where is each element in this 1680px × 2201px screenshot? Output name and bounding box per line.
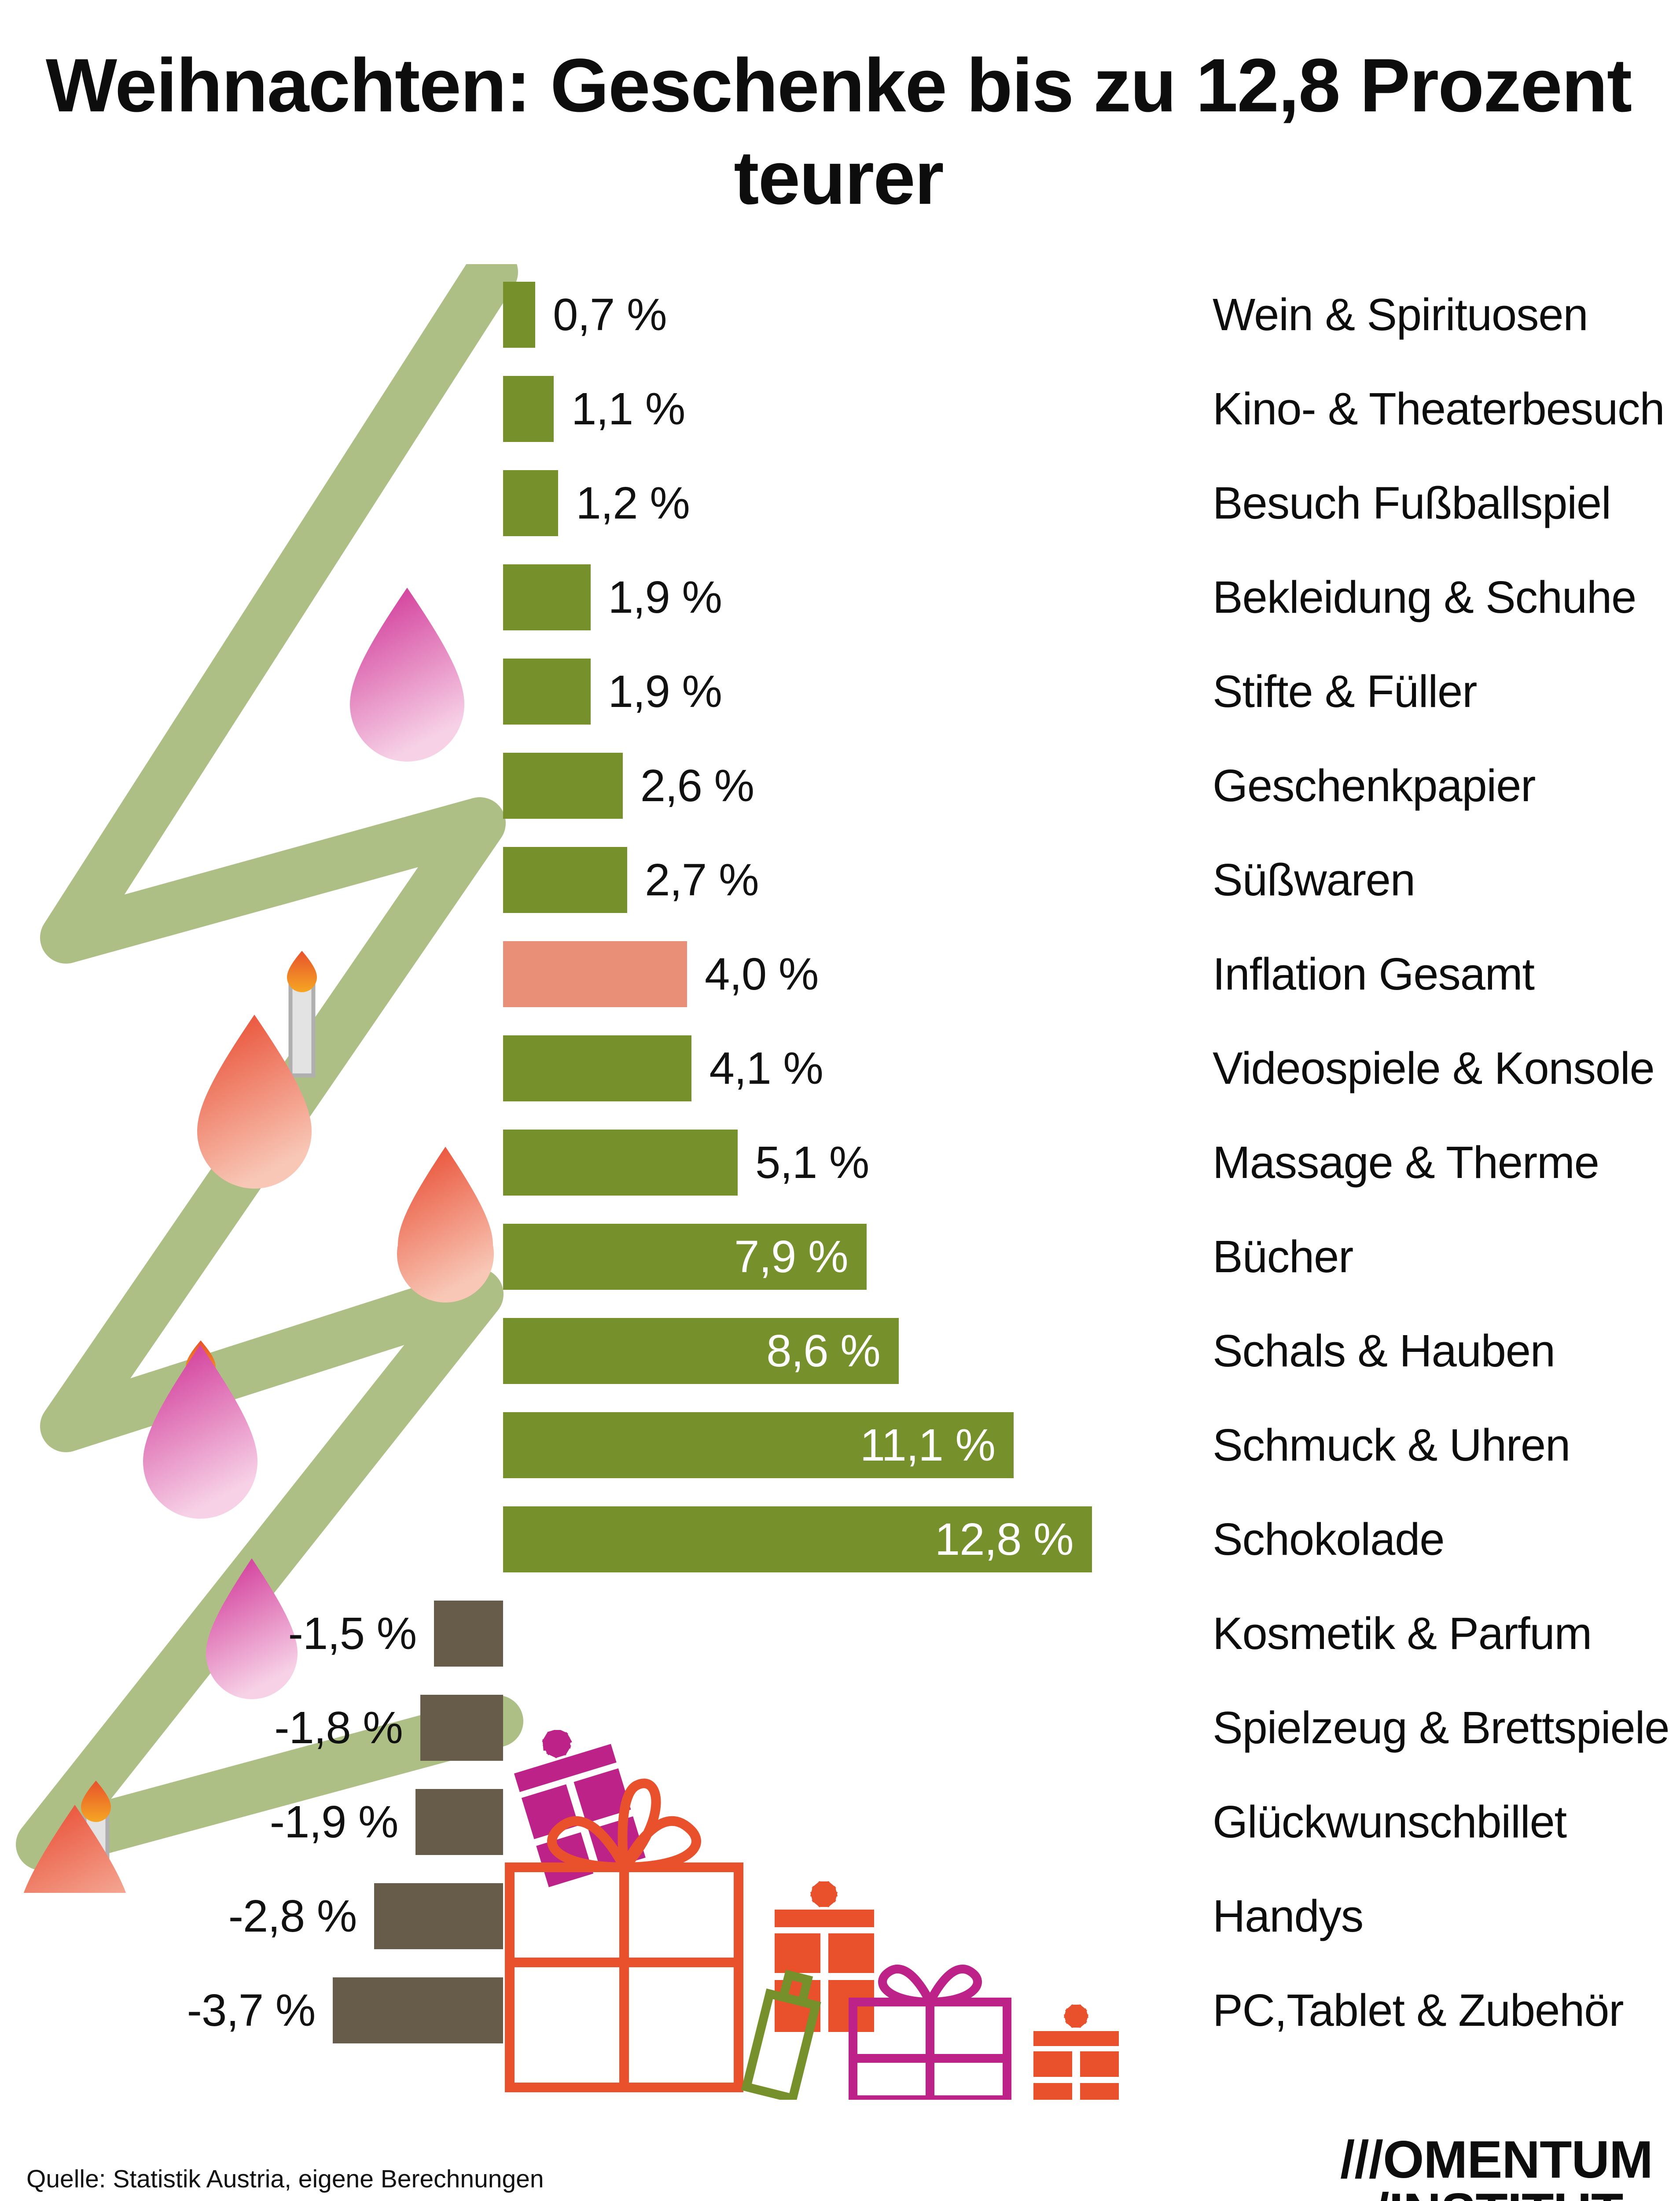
category-label: Schals & Hauben [1213, 1325, 1555, 1376]
bar-positive [503, 1412, 1014, 1478]
bar-value-label: 7,9 % [734, 1231, 848, 1282]
category-label: Spielzeug & Brettspiele [1213, 1702, 1670, 1753]
chart-row: 2,6 % Geschenkpapier [0, 753, 1680, 819]
bar-negative [333, 1977, 503, 2043]
category-label: Schokolade [1213, 1514, 1445, 1564]
category-label: Kino- & Theaterbesuch [1213, 383, 1665, 434]
bar-value-label: 1,1 % [571, 383, 685, 434]
bar-value-label: 1,9 % [608, 666, 722, 717]
bar-value-label: 2,7 % [645, 854, 759, 905]
chart-row: -1,8 % Spielzeug & Brettspiele [0, 1695, 1680, 1761]
bar-value-label: 8,6 % [766, 1325, 880, 1376]
chart-row: -3,7 % PC,Tablet & Zubehör [0, 1977, 1680, 2043]
bar-value-label: 5,1 % [755, 1137, 869, 1188]
chart-row: -2,8 % Handys [0, 1883, 1680, 1949]
bar-value-label: 11,1 % [860, 1420, 996, 1470]
category-label: Kosmetik & Parfum [1213, 1608, 1592, 1659]
bar-positive [503, 282, 536, 348]
bar-positive [503, 376, 554, 442]
chart-row: 2,7 % Süßwaren [0, 847, 1680, 913]
chart-row: 7,9 % Bücher [0, 1224, 1680, 1290]
category-label: Videospiele & Konsole [1213, 1043, 1655, 1093]
bar-chart: 0,7 % Wein & Spirituosen 1,1 % Kino- & Thea… [0, 282, 1680, 2078]
bar-value-label: -2,8 % [228, 1891, 357, 1941]
chart-row: 4,0 % Inflation Gesamt [0, 941, 1680, 1007]
bar-positive [503, 1035, 692, 1101]
chart-row: 1,1 % Kino- & Theaterbesuch [0, 376, 1680, 442]
logo-line-institut: /INSTITUT [1340, 2186, 1653, 2201]
bar-positive [503, 470, 559, 536]
bar-positive [503, 1506, 1092, 1572]
bar-negative [374, 1883, 503, 1949]
bar-value-label: -1,9 % [269, 1796, 399, 1847]
chart-row: 8,6 % Schals & Hauben [0, 1318, 1680, 1384]
bar-value-label: -3,7 % [187, 1985, 316, 2035]
chart-row: 1,2 % Besuch Fußballspiel [0, 470, 1680, 536]
category-label: Massage & Therme [1213, 1137, 1599, 1188]
category-label: Schmuck & Uhren [1213, 1420, 1570, 1470]
bar-value-label: 4,0 % [705, 949, 819, 999]
chart-row: 1,9 % Bekleidung & Schuhe [0, 564, 1680, 630]
bar-positive [503, 1318, 899, 1384]
category-label: Geschenkpapier [1213, 760, 1536, 811]
bar-positive [503, 753, 623, 819]
chart-row: 5,1 % Massage & Therme [0, 1130, 1680, 1196]
logo-line-momentum: ///OMENTUM [1340, 2130, 1653, 2190]
page-title: Weihnachten: Geschenke bis zu 12,8 Proze… [45, 43, 1632, 220]
bar-positive [503, 1130, 738, 1196]
bar-value-label: -1,5 % [288, 1608, 417, 1659]
category-label: Besuch Fußballspiel [1213, 478, 1611, 528]
bar-value-label: 1,2 % [576, 478, 690, 528]
bar-positive [503, 1224, 867, 1290]
bar-value-label: 12,8 % [934, 1514, 1074, 1564]
category-label: Bekleidung & Schuhe [1213, 572, 1636, 622]
category-label: Süßwaren [1213, 854, 1415, 905]
category-label: Wein & Spirituosen [1213, 289, 1588, 340]
bar-value-label: 4,1 % [709, 1043, 823, 1093]
bar-positive [503, 847, 628, 913]
bar-negative [420, 1695, 503, 1761]
bar-value-label: -1,8 % [274, 1702, 403, 1753]
category-label: PC,Tablet & Zubehör [1213, 1985, 1624, 2035]
bar-negative [434, 1601, 503, 1667]
chart-row: -1,5 % Kosmetik & Parfum [0, 1601, 1680, 1667]
category-label: Stifte & Füller [1213, 666, 1477, 717]
footer-notes: Quelle: Statistik Austria, eigene Berech… [26, 2159, 853, 2201]
chart-row: 1,9 % Stifte & Füller [0, 659, 1680, 725]
chart-row: 11,1 % Schmuck & Uhren [0, 1412, 1680, 1478]
bar-value-label: 1,9 % [608, 572, 722, 622]
category-label: Handys [1213, 1891, 1364, 1941]
source-line: Quelle: Statistik Austria, eigene Berech… [26, 2165, 544, 2194]
chart-row: 4,1 % Videospiele & Konsole [0, 1035, 1680, 1101]
category-label: Glückwunschbillet [1213, 1796, 1567, 1847]
bar-positive [503, 564, 591, 630]
chart-row: -1,9 % Glückwunschbillet [0, 1789, 1680, 1855]
chart-row: 12,8 % Schokolade [0, 1506, 1680, 1572]
bar-inflation [503, 941, 687, 1007]
momentum-institut-logo: ///OMENTUM /INSTITUT [1340, 2134, 1653, 2201]
category-label: Inflation Gesamt [1213, 949, 1535, 999]
bar-negative [415, 1789, 503, 1855]
bar-value-label: 0,7 % [553, 289, 667, 340]
category-label: Bücher [1213, 1231, 1353, 1282]
bar-positive [503, 659, 591, 725]
bar-value-label: 2,6 % [640, 760, 754, 811]
chart-row: 0,7 % Wein & Spirituosen [0, 282, 1680, 348]
